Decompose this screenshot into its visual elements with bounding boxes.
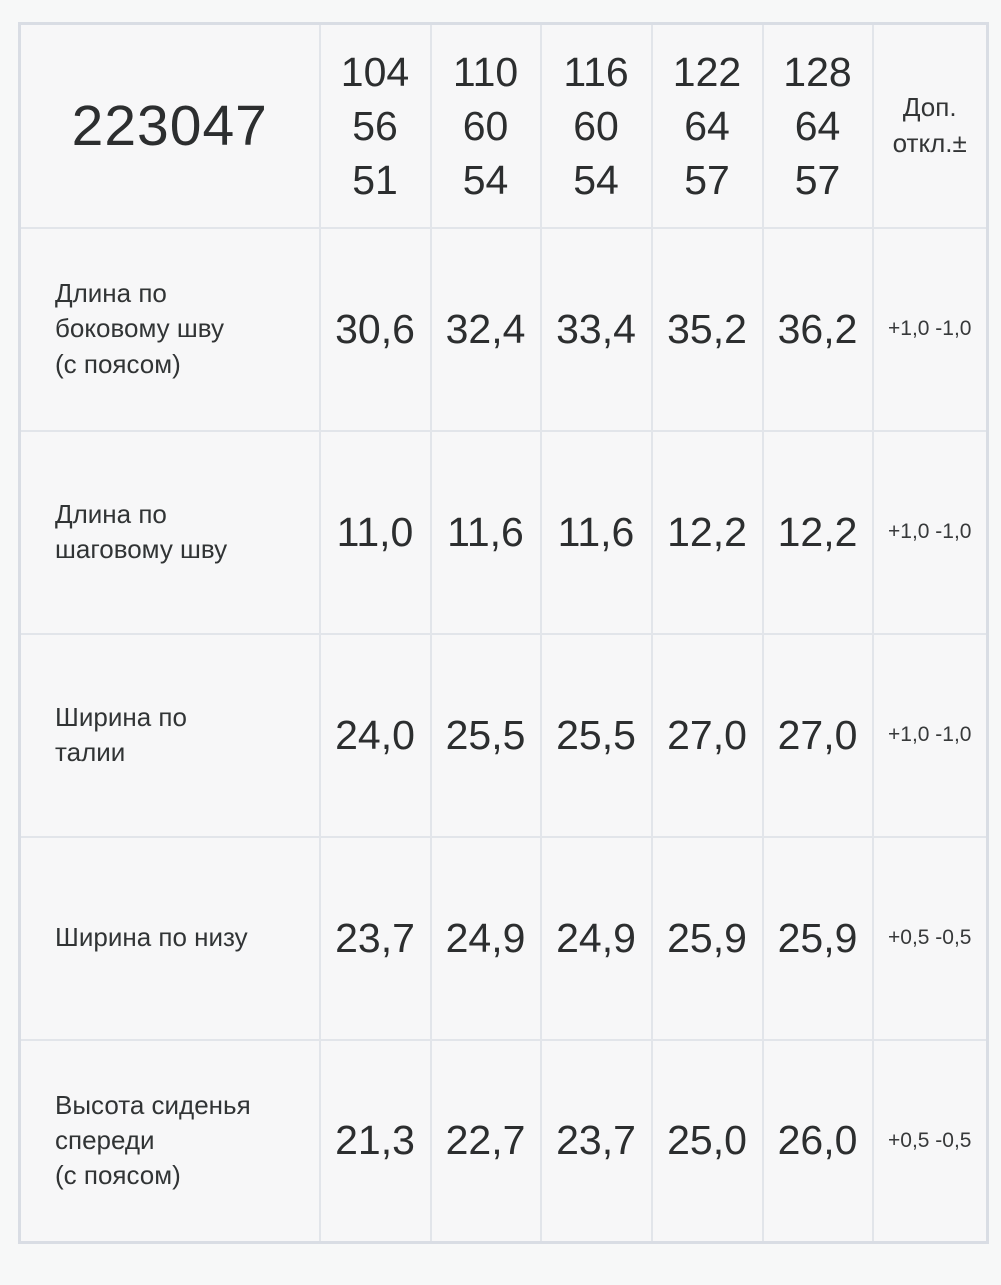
value-cell: 27,0 [650,632,764,838]
value-cell: 27,0 [761,632,874,838]
size-header-128: 128 64 57 [761,22,874,229]
value-cell: 33,4 [539,226,653,432]
table-row-bottom-width: Ширина по низу 23,7 24,9 24,9 25,9 25,9 … [18,835,989,1041]
value-cell: 11,0 [318,429,432,635]
value-cell: 24,0 [318,632,432,838]
table-row-side-seam-length: Длина по боковому шву (с поясом) 30,6 32… [18,226,989,432]
value-cell: 11,6 [539,429,653,635]
size-table: 223047 104 56 51 110 60 54 116 60 54 122… [18,22,989,1244]
value-cell: 30,6 [318,226,432,432]
header-row: 223047 104 56 51 110 60 54 116 60 54 122… [18,22,989,229]
row-label: Высота сиденья спереди (с поясом) [18,1038,321,1244]
row-label: Длина по шаговому шву [18,429,321,635]
value-cell: 36,2 [761,226,874,432]
size-header-110: 110 60 54 [429,22,542,229]
size-header-104: 104 56 51 [318,22,432,229]
table-row-waist-width: Ширина по талии 24,0 25,5 25,5 27,0 27,0… [18,632,989,838]
row-label: Ширина по талии [18,632,321,838]
tolerance-cell: +0,5 -0,5 [871,1038,989,1244]
value-cell: 25,0 [650,1038,764,1244]
size-header-122: 122 64 57 [650,22,764,229]
size-header-116: 116 60 54 [539,22,653,229]
value-cell: 25,9 [761,835,874,1041]
value-cell: 12,2 [761,429,874,635]
value-cell: 23,7 [539,1038,653,1244]
tolerance-cell: +1,0 -1,0 [871,429,989,635]
value-cell: 24,9 [539,835,653,1041]
table-row-inseam-length: Длина по шаговому шву 11,0 11,6 11,6 12,… [18,429,989,635]
row-label: Длина по боковому шву (с поясом) [18,226,321,432]
value-cell: 25,9 [650,835,764,1041]
tolerance-header: Доп. откл.± [871,22,989,229]
value-cell: 24,9 [429,835,542,1041]
article-number: 223047 [18,22,321,229]
value-cell: 11,6 [429,429,542,635]
value-cell: 32,4 [429,226,542,432]
tolerance-cell: +1,0 -1,0 [871,632,989,838]
table-row-front-rise-height: Высота сиденья спереди (с поясом) 21,3 2… [18,1038,989,1244]
value-cell: 21,3 [318,1038,432,1244]
value-cell: 23,7 [318,835,432,1041]
value-cell: 25,5 [539,632,653,838]
tolerance-cell: +0,5 -0,5 [871,835,989,1041]
value-cell: 35,2 [650,226,764,432]
value-cell: 26,0 [761,1038,874,1244]
value-cell: 12,2 [650,429,764,635]
value-cell: 22,7 [429,1038,542,1244]
value-cell: 25,5 [429,632,542,838]
tolerance-cell: +1,0 -1,0 [871,226,989,432]
row-label: Ширина по низу [18,835,321,1041]
